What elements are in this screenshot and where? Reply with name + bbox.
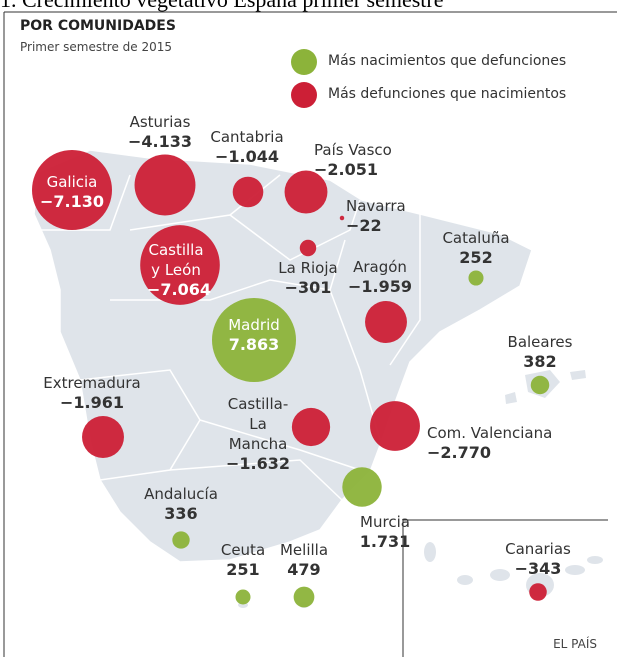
region-name: La Rioja [278,259,338,277]
bubble [370,401,420,451]
region-value: 336 [164,504,198,523]
region-name: País Vasco [314,141,392,159]
region-value: −343 [514,559,562,578]
bubble [82,416,124,458]
legend-label: Más defunciones que nacimientos [328,86,567,102]
region-name: Canarias [505,540,571,558]
bubble [339,215,345,221]
region-label: Cataluña 252 [442,228,509,268]
region-value: 252 [459,248,493,267]
bubble [134,154,196,216]
region-value: −1.961 [59,393,124,412]
bubble [284,170,328,214]
region-label: Madrid 7.863 [228,315,280,355]
region-value: −1.959 [347,277,413,296]
header: POR COMUNIDADES [20,18,176,34]
bubble [235,589,251,605]
legend-swatch [291,82,317,108]
bubble [291,407,331,447]
region-label: Murcia 1.731 [360,512,411,552]
bubble [172,531,190,549]
region-name: Galicia [46,173,98,191]
region-value: 479 [287,560,321,579]
region-name: Murcia [360,513,410,531]
region-name: Navarra [346,197,406,215]
region-name: Andalucía [144,485,218,503]
legend-swatch [291,49,317,75]
region-value: 251 [226,560,260,579]
region-label: Galicia −7.130 [32,172,112,212]
region-value: −2.051 [314,160,379,179]
bubble [293,586,315,608]
region-name: Ceuta [220,541,266,559]
bubble [529,583,547,601]
region-name: Castilla-La Mancha [227,395,289,453]
region-name: Asturias [129,113,191,131]
region-name: Cantabria [210,128,284,146]
page-title: 1. Crecimiento vegetativo España primer … [0,0,444,13]
region-label: La Rioja −301 [278,258,337,298]
region-name: Cataluña [442,229,510,247]
region-name: Baleares [507,333,573,351]
region-label: Cantabria −1.044 [210,127,283,167]
region-name: Extremadura [43,374,141,392]
region-value: −22 [346,216,382,235]
bubble [299,239,317,257]
region-value: 382 [523,352,557,371]
bubble [468,270,484,286]
region-value: −1.632 [225,454,290,473]
region-value: −4.133 [127,132,193,151]
region-label: Canarias −343 [505,539,571,579]
region-value: −7.064 [147,280,212,299]
region-value: −1.044 [214,147,280,166]
subtitle: Primer semestre de 2015 [20,40,172,54]
region-value: −7.130 [39,192,104,211]
region-label: Aragón −1.959 [348,257,412,297]
canarias-inset [402,519,608,657]
region-name: Com. Valenciana [427,424,553,442]
region-label: Extremadura −1.961 [43,373,141,413]
region-value: 7.863 [228,335,280,354]
region-label: Melilla 479 [280,540,328,580]
legend-label: Más nacimientos que defunciones [328,53,567,69]
region-label: Ceuta 251 [221,540,265,580]
region-name: Madrid [228,316,280,334]
bubble [232,176,264,208]
region-borders [40,174,421,501]
region-label: Navarra −22 [346,196,406,236]
region-name: Castilla y León [148,241,204,279]
source: EL PAÍS [553,637,597,651]
region-label: Asturias −4.133 [128,112,192,152]
bubble [211,297,297,383]
bubble [140,225,220,305]
region-value: 1.731 [359,532,411,551]
region-label: País Vasco −2.051 [314,140,392,180]
bubble [530,375,550,395]
region-label: Castilla y León −7.064 [147,240,212,300]
region-value: −301 [284,278,332,297]
bubble [32,150,112,230]
region-name: Aragón [353,258,407,276]
region-label: Andalucía 336 [144,484,218,524]
region-label: Baleares 382 [508,332,573,372]
bubble [365,301,407,343]
bubble [342,467,382,507]
region-label: Com. Valenciana −2.770 [427,423,552,463]
region-name: Melilla [279,541,329,559]
region-label: Castilla-La Mancha −1.632 [221,394,296,474]
region-value: −2.770 [427,443,492,462]
